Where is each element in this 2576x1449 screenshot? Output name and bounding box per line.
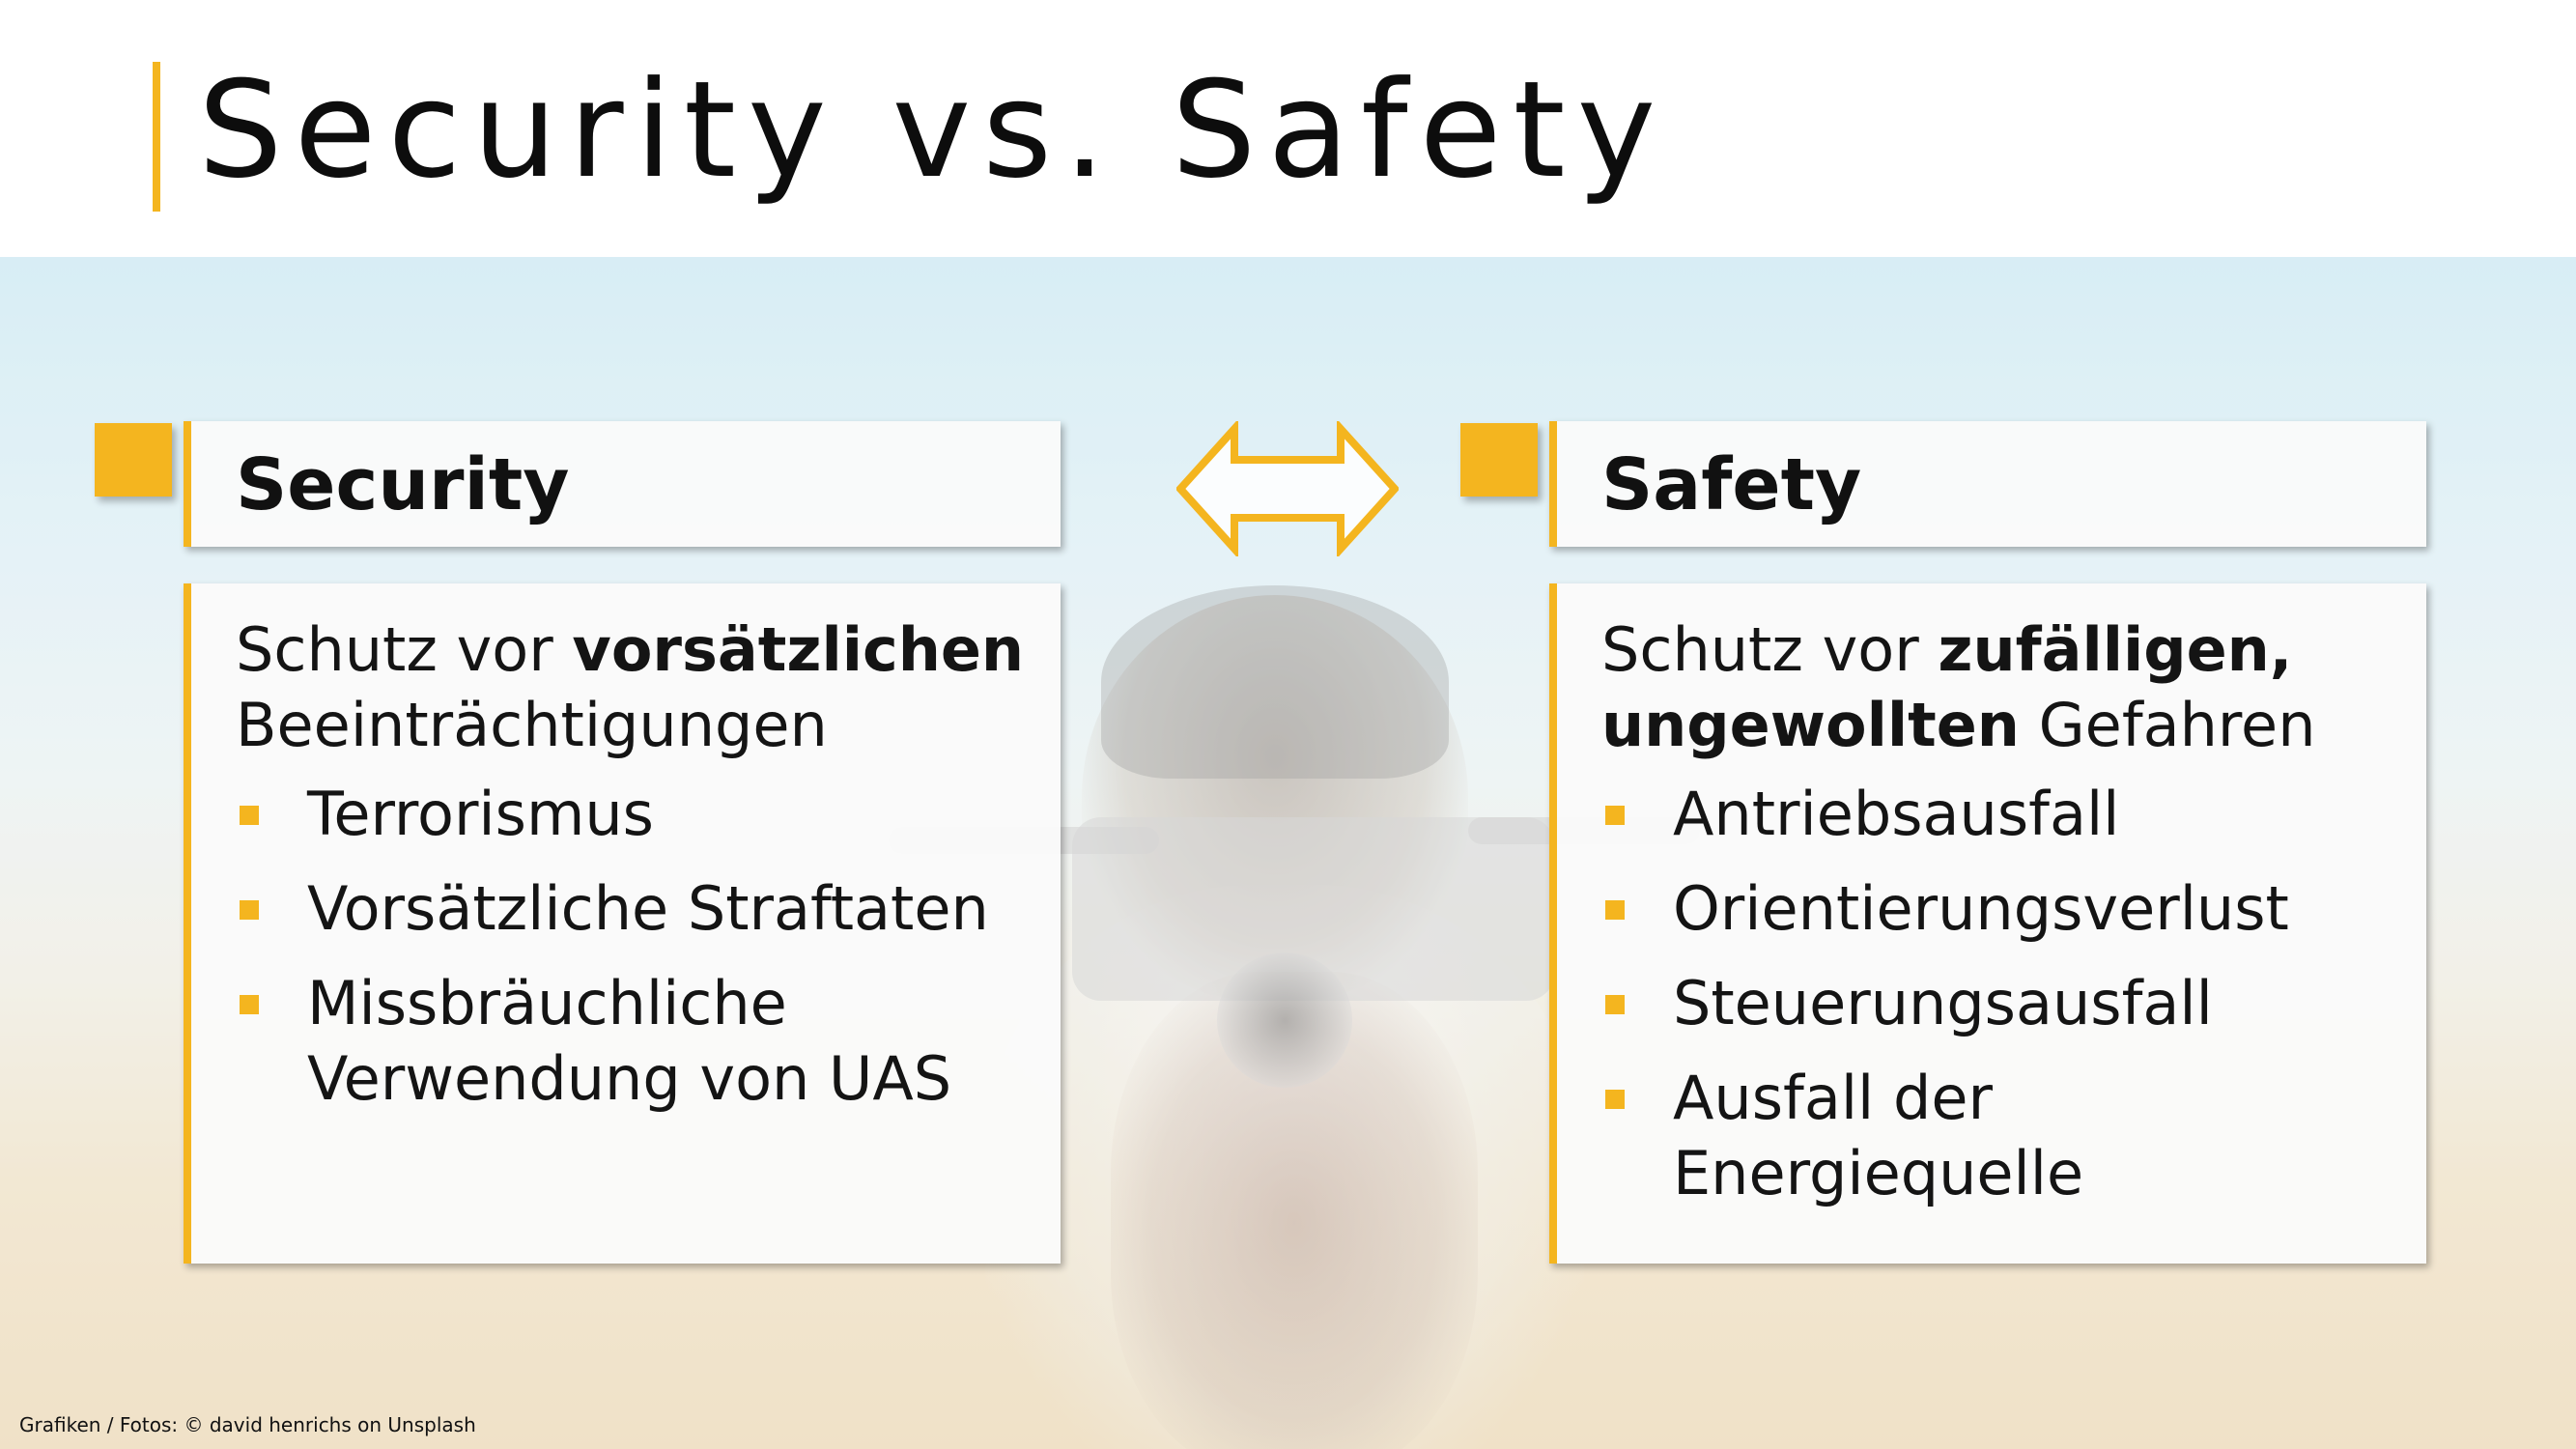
list-item: Missbräuchliche Verwendung von UAS bbox=[236, 966, 1047, 1117]
security-title: Security bbox=[236, 443, 570, 526]
double-arrow-icon bbox=[1176, 421, 1399, 556]
square-bullet-icon bbox=[1605, 806, 1625, 825]
safety-intro-prefix: Schutz vor bbox=[1601, 614, 1939, 685]
square-bullet-icon bbox=[240, 806, 259, 825]
security-intro-bold: vorsätzlichen bbox=[572, 614, 1025, 685]
list-item-text: Terrorismus bbox=[307, 779, 654, 849]
list-item: Vorsätzliche Straftaten bbox=[236, 871, 1047, 947]
list-item-text: Missbräuchliche Verwendung von UAS bbox=[307, 968, 952, 1114]
list-item: Ausfall der Energiequelle bbox=[1601, 1061, 2413, 1211]
security-intro: Schutz vor vorsätzlichen Beeinträchtigun… bbox=[236, 612, 1047, 763]
square-marker-icon bbox=[95, 423, 172, 497]
safety-intro-suffix: Gefahren bbox=[2019, 690, 2316, 760]
page-title: Security vs. Safety bbox=[198, 52, 1668, 208]
square-marker-icon bbox=[1460, 423, 1538, 497]
square-bullet-icon bbox=[240, 995, 259, 1014]
square-bullet-icon bbox=[1605, 900, 1625, 920]
security-intro-prefix: Schutz vor bbox=[236, 614, 573, 685]
photo-drone-camera bbox=[1217, 952, 1352, 1088]
photo-person-cap bbox=[1101, 585, 1449, 779]
list-item-text: Antriebsausfall bbox=[1673, 779, 2120, 849]
list-item: Orientierungsverlust bbox=[1601, 871, 2413, 947]
safety-content-box: Schutz vor zufälligen, ungewollten Gefah… bbox=[1549, 583, 2426, 1264]
list-item: Steuerungsausfall bbox=[1601, 966, 2413, 1041]
list-item-text: Orientierungsverlust bbox=[1673, 873, 2289, 944]
photo-credit: Grafiken / Fotos: © david henrichs on Un… bbox=[19, 1413, 476, 1436]
safety-intro-bold: zufälligen, ungewollten bbox=[1601, 614, 2293, 760]
security-bullet-list: Terrorismus Vorsätzliche Straftaten Miss… bbox=[236, 777, 1047, 1136]
security-title-box: Security bbox=[184, 421, 1061, 547]
title-accent-bar bbox=[153, 62, 160, 212]
square-bullet-icon bbox=[1605, 1090, 1625, 1109]
list-item: Terrorismus bbox=[236, 777, 1047, 852]
security-intro-suffix: Beeinträchtigungen bbox=[236, 690, 828, 760]
list-item: Antriebsausfall bbox=[1601, 777, 2413, 852]
safety-title-box: Safety bbox=[1549, 421, 2426, 547]
square-bullet-icon bbox=[240, 900, 259, 920]
list-item-text: Vorsätzliche Straftaten bbox=[307, 873, 989, 944]
safety-title: Safety bbox=[1601, 443, 1862, 526]
security-content-box: Schutz vor vorsätzlichen Beeinträchtigun… bbox=[184, 583, 1061, 1264]
slide-header: Security vs. Safety bbox=[0, 0, 2576, 257]
safety-bullet-list: Antriebsausfall Orientierungsverlust Ste… bbox=[1601, 777, 2413, 1231]
list-item-text: Steuerungsausfall bbox=[1673, 968, 2213, 1038]
list-item-text: Ausfall der Energiequelle bbox=[1673, 1063, 2084, 1208]
safety-intro: Schutz vor zufälligen, ungewollten Gefah… bbox=[1601, 612, 2413, 763]
square-bullet-icon bbox=[1605, 995, 1625, 1014]
